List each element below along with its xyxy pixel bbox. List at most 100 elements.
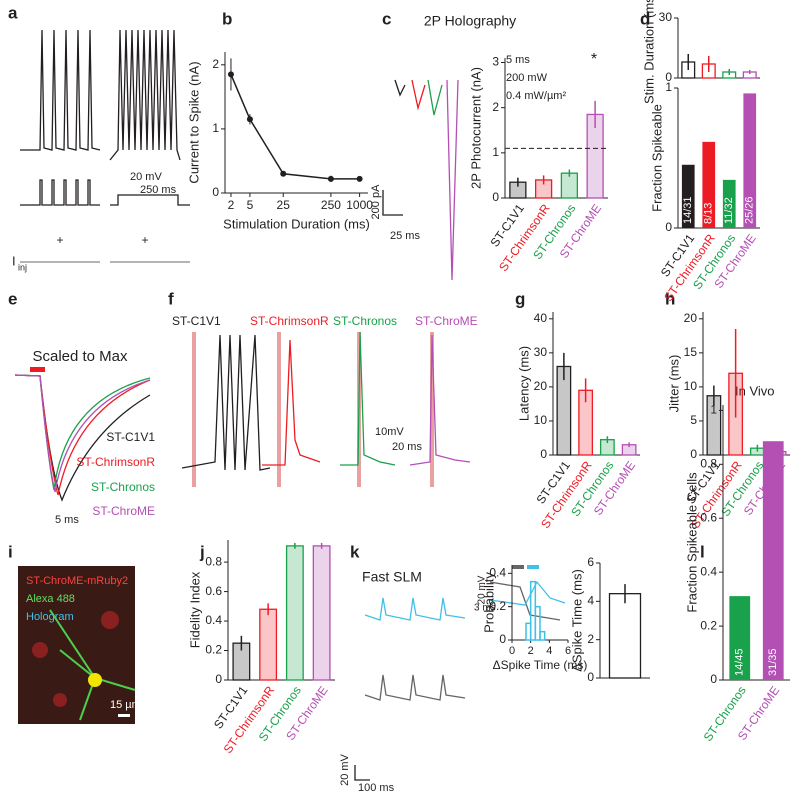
y-axis-label: Fraction Spikeable Cells <box>684 472 699 613</box>
x-tick-label: 2 <box>528 645 534 657</box>
bar <box>608 593 642 679</box>
annotation: 200 pA <box>370 184 382 220</box>
y-tick-label: 0.8 <box>205 554 222 568</box>
annotation: * <box>591 51 597 68</box>
panel-label: k <box>350 542 360 561</box>
y-tick-label: 6 <box>587 555 594 569</box>
annotation: inj <box>18 262 27 272</box>
x-tick-label: 5 <box>247 198 254 212</box>
panel-label: e <box>8 289 17 308</box>
x-tick-label: 4 <box>546 645 552 657</box>
marker <box>356 175 363 182</box>
panel-e-traces <box>14 367 151 502</box>
y-tick-label: 0.4 <box>205 613 222 627</box>
annotation: 0.4 mW/µm² <box>506 90 566 102</box>
annotation: 20 mV <box>130 171 162 183</box>
panel-f-traces <box>181 331 471 487</box>
annotation: 5 ms <box>506 54 530 66</box>
panel-label: b <box>222 9 232 28</box>
value-label: 11/32 <box>723 197 735 224</box>
annotation: Scaled to Max <box>32 348 128 365</box>
annotation: + <box>56 233 63 247</box>
y-tick-label: 2 <box>492 100 499 114</box>
y-tick-label: 0 <box>499 632 506 646</box>
panel-label: a <box>8 3 18 22</box>
x-tick-label: 1000 <box>346 198 373 212</box>
y-tick-label: 40 <box>534 311 548 325</box>
annotation: 250 ms <box>140 184 177 196</box>
annotation: 20 mV <box>477 575 488 604</box>
y-tick-label: 3 <box>492 55 499 69</box>
chart-title: 2P Holography <box>424 13 516 29</box>
annotation: 15 µm <box>110 699 141 711</box>
y-tick-label: 0.4 <box>700 564 717 578</box>
annotation: ST-ChrimsonR <box>250 314 329 328</box>
y-axis-label: 2P Photocurrent (nA) <box>468 67 483 189</box>
bar <box>681 164 695 228</box>
x-tick-label: 25 <box>277 198 291 212</box>
y-tick-label: 0 <box>540 447 547 461</box>
y-tick-label: 10 <box>534 413 548 427</box>
bar <box>722 179 736 228</box>
histogram-bar <box>539 630 546 641</box>
x-axis-label: ΔSpike Time (ms) <box>493 658 588 672</box>
y-axis-label: Stim. Duration (ms) <box>641 0 656 104</box>
line <box>230 74 360 180</box>
annotation: Fast SLM <box>362 569 422 585</box>
y-tick-label: 0 <box>665 70 672 84</box>
annotation: ST-ChroME <box>92 504 155 518</box>
panel-c-traces <box>382 79 459 281</box>
y-tick-label: 0 <box>710 672 717 686</box>
y-tick-label: 0 <box>215 672 222 686</box>
panel-k-traces <box>354 565 566 781</box>
y-tick-label: 0.2 <box>489 599 506 613</box>
panel-label: l <box>700 542 705 561</box>
annotation: 200 mW <box>506 72 548 84</box>
y-tick-label: 0 <box>665 220 672 234</box>
bar <box>285 545 304 681</box>
bar <box>312 545 331 681</box>
annotation: + <box>141 233 148 247</box>
y-tick-label: 0.4 <box>489 566 506 580</box>
bar <box>702 141 716 228</box>
y-tick-label: 1 <box>492 145 499 159</box>
y-axis-label: Latency (ms) <box>516 346 531 421</box>
value-label: 25/26 <box>744 196 756 224</box>
bar <box>560 172 579 199</box>
panel-i-image <box>18 566 136 724</box>
y-tick-label: 20 <box>534 379 548 393</box>
y-tick-label: 5 <box>690 413 697 427</box>
marker <box>227 71 234 78</box>
panel-label: g <box>515 289 525 308</box>
y-tick-label: 15 <box>684 345 698 359</box>
panel-label: h <box>665 289 675 308</box>
value-label: 14/45 <box>734 648 746 676</box>
value-label: 31/35 <box>767 648 779 676</box>
annotation: ST-C1V1 <box>106 430 155 444</box>
y-tick-label: 0.6 <box>205 584 222 598</box>
annotation: ST-ChroME-mRuby2 <box>26 575 128 587</box>
annotation: 20 mV <box>339 753 351 785</box>
y-tick-label: 0.2 <box>700 618 717 632</box>
annotation: ST-ChroME <box>415 314 478 328</box>
y-axis-label: Probability <box>481 572 496 633</box>
annotation: I <box>12 253 16 268</box>
y-tick-label: 2 <box>212 57 219 71</box>
x-tick-label: 2 <box>228 198 235 212</box>
bar <box>259 608 278 681</box>
bar <box>743 93 757 228</box>
annotation: 100 ms <box>358 782 395 794</box>
y-tick-label: 1 <box>665 80 672 94</box>
y-tick-label: 1 <box>710 403 717 417</box>
y-tick-label: 0 <box>212 185 219 199</box>
bar <box>762 441 784 680</box>
x-tick-label: 0 <box>509 645 515 657</box>
marker <box>280 170 287 177</box>
y-tick-label: 10 <box>684 379 698 393</box>
histogram-bar <box>534 605 541 641</box>
annotation: 25 ms <box>390 230 420 242</box>
panel-label: d <box>640 9 650 28</box>
panel-label: j <box>199 542 205 561</box>
y-axis-label: Jitter (ms) <box>666 355 681 413</box>
